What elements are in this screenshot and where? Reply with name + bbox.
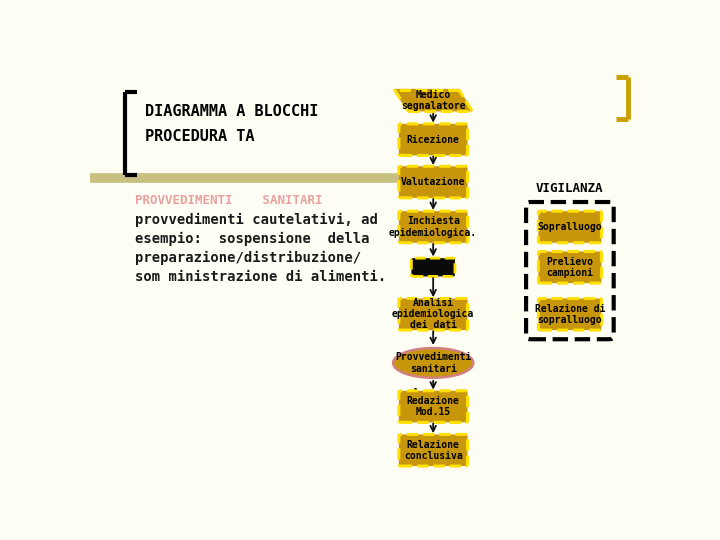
FancyBboxPatch shape — [399, 391, 467, 422]
Text: Relazione
conclusiva: Relazione conclusiva — [404, 440, 462, 461]
Text: provvedimenti cautelativi, ad
esempio:  sospensione  della
preparazione/distribu: provvedimenti cautelativi, ad esempio: s… — [135, 212, 386, 284]
Text: Provvedimenti
sanitari: Provvedimenti sanitari — [395, 352, 472, 374]
FancyBboxPatch shape — [399, 299, 467, 330]
Ellipse shape — [393, 348, 473, 378]
Text: Relazione di
sopralluogo: Relazione di sopralluogo — [535, 303, 605, 325]
Text: Inchiesta
epidemiologica.: Inchiesta epidemiologica. — [389, 217, 477, 238]
Text: Valutazione: Valutazione — [401, 177, 466, 187]
FancyBboxPatch shape — [539, 252, 601, 283]
FancyBboxPatch shape — [399, 166, 467, 198]
FancyBboxPatch shape — [539, 299, 601, 330]
Text: Analisi
epidemiologica
dei dati: Analisi epidemiologica dei dati — [392, 298, 474, 330]
Text: PROCEDURA TA: PROCEDURA TA — [145, 129, 254, 144]
Text: Medico
segnalatore: Medico segnalatore — [401, 90, 466, 111]
FancyBboxPatch shape — [411, 258, 455, 276]
Text: VIGILANZA: VIGILANZA — [536, 182, 603, 195]
Polygon shape — [395, 90, 472, 111]
Text: Ricezione: Ricezione — [407, 134, 459, 145]
FancyBboxPatch shape — [399, 435, 467, 466]
Text: PROVVEDIMENTI    SANITARI: PROVVEDIMENTI SANITARI — [135, 194, 322, 207]
Text: Redazione
Mod.15: Redazione Mod.15 — [407, 396, 459, 417]
FancyBboxPatch shape — [399, 124, 467, 156]
Text: Sopralluogo: Sopralluogo — [538, 222, 602, 232]
FancyBboxPatch shape — [399, 211, 467, 243]
Text: Prelievo
campioni: Prelievo campioni — [546, 256, 593, 278]
FancyBboxPatch shape — [539, 211, 601, 243]
Text: DIAGRAMMA A BLOCCHI: DIAGRAMMA A BLOCCHI — [145, 104, 318, 119]
